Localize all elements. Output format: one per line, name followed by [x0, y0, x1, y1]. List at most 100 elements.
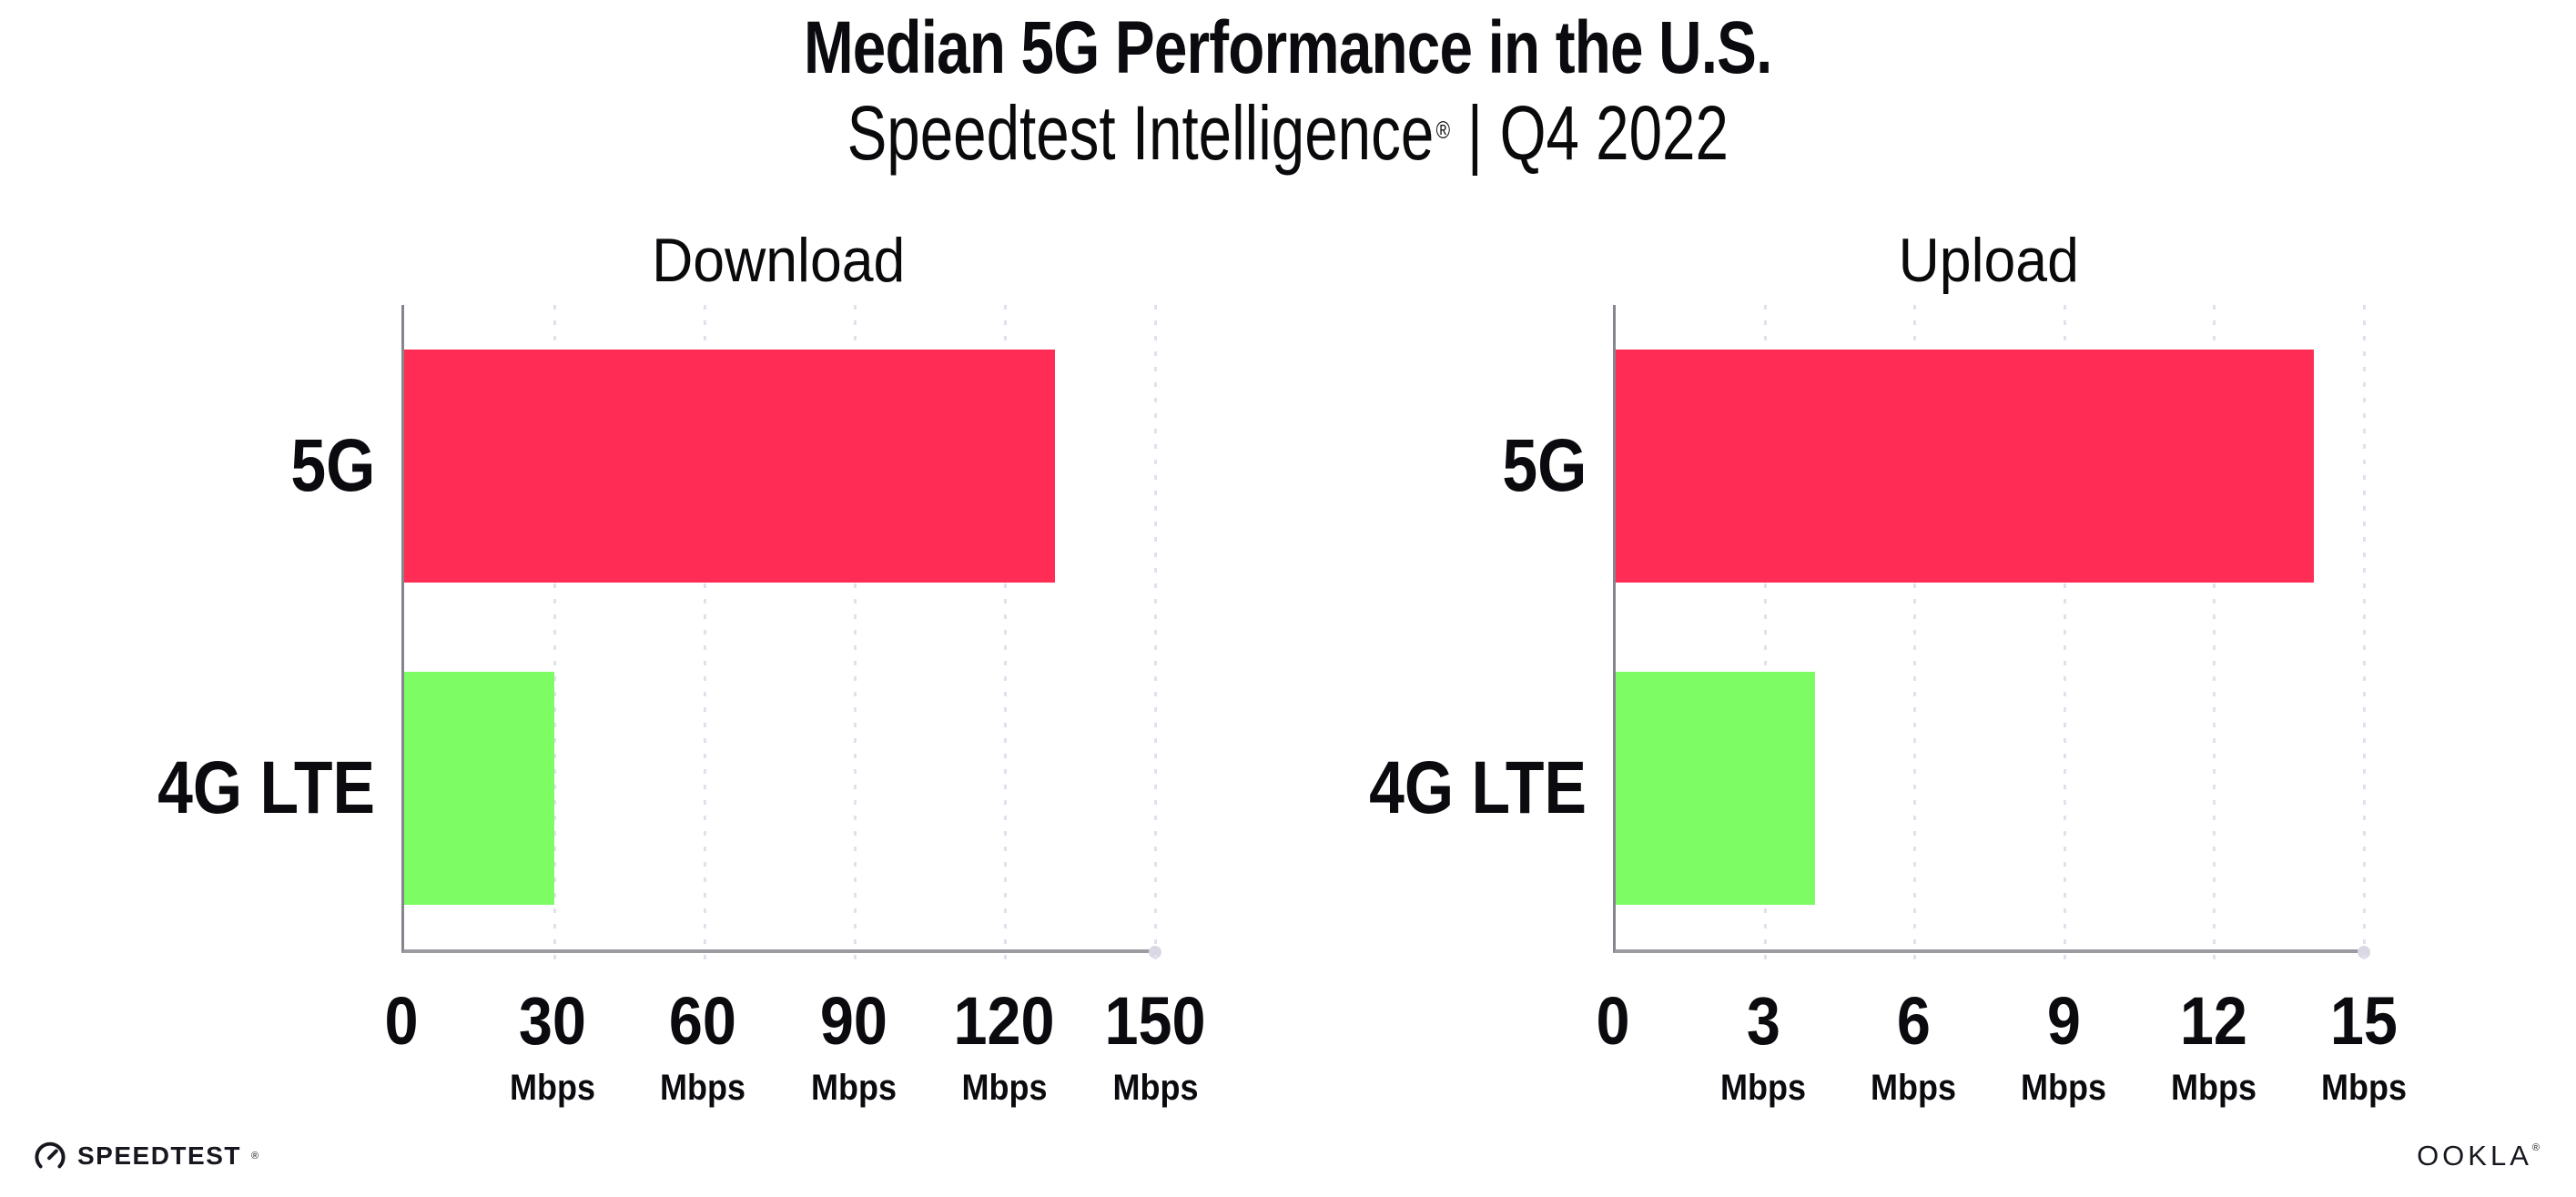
gridline: [1153, 305, 1157, 968]
category-label-5g: 5G: [1502, 424, 1587, 507]
x-tick-unit: Mbps: [1720, 1068, 1806, 1108]
x-tick: 9 Mbps: [2016, 988, 2111, 1107]
x-tick: 6 Mbps: [1866, 988, 1961, 1107]
gridline: [1003, 305, 1007, 968]
bar-4g-lte: [1616, 672, 1816, 905]
upload-panel-title: Upload: [1898, 226, 2079, 295]
category-label-5g: 5G: [290, 424, 375, 507]
x-tick-label: 6: [1896, 983, 1931, 1059]
x-tick-label-line: 12: [2166, 988, 2261, 1055]
upload-x-axis: 0 3 Mbps 6 Mbps 9 Mbps 12 Mbps 15 Mbps: [1596, 988, 2407, 1188]
chart-title-text: Median 5G Performance in the U.S.: [804, 6, 1772, 89]
ookla-logo: OOKLA®: [2417, 1141, 2540, 1170]
bar-row: 5G: [290, 305, 1155, 627]
x-tick-label: 120: [953, 983, 1055, 1059]
x-tick-label-line: 0: [382, 988, 420, 1055]
x-tick-unit-line: Mbps: [1099, 1070, 1211, 1106]
x-tick: 12 Mbps: [2166, 988, 2261, 1107]
bar-row: 4G LTE: [1369, 627, 2364, 949]
x-tick: 30 Mbps: [504, 988, 599, 1107]
gridline: [853, 305, 857, 968]
x-tick-unit-line: Mbps: [1866, 1070, 1961, 1106]
x-tick-label: 0: [384, 983, 419, 1059]
x-tick: 150 Mbps: [1099, 988, 1211, 1107]
bar-row: 4G LTE: [157, 627, 1155, 949]
x-tick: 3 Mbps: [1716, 988, 1810, 1107]
subtitle-divider: |: [1467, 90, 1484, 176]
gridline: [703, 305, 706, 968]
x-tick-unit: Mbps: [1112, 1068, 1198, 1108]
category-label-4g-lte: 4G LTE: [157, 746, 375, 829]
x-tick-unit: Mbps: [660, 1068, 746, 1108]
x-tick-unit-line: Mbps: [2317, 1070, 2411, 1106]
x-tick-label: 0: [1596, 983, 1630, 1059]
x-tick-unit: Mbps: [2171, 1068, 2257, 1108]
chart-title: Median 5G Performance in the U.S.: [0, 6, 2576, 89]
x-tick-label-line: 30: [504, 988, 599, 1055]
x-tick-unit-line: Mbps: [2016, 1070, 2111, 1106]
registered-trademark-mark: ®: [1435, 117, 1451, 145]
x-tick-unit-line: Mbps: [504, 1070, 599, 1106]
x-tick-unit: Mbps: [810, 1068, 897, 1108]
bar-4g-lte: [404, 672, 554, 905]
chart-subtitle: Speedtest Intelligence® | Q4 2022: [0, 91, 2576, 175]
bar-5g: [1616, 350, 2315, 583]
ookla-trademark-mark: ®: [2531, 1142, 2540, 1153]
x-tick: 90 Mbps: [806, 988, 901, 1107]
x-tick-unit: Mbps: [2021, 1068, 2106, 1108]
download-plot-area: 5G 4G LTE: [157, 305, 1161, 968]
gridline: [2362, 305, 2366, 968]
x-tick: 15 Mbps: [2317, 988, 2411, 1107]
ookla-logo-text: OOKLA: [2417, 1140, 2532, 1172]
x-tick-label: 150: [1104, 983, 1206, 1059]
x-tick-unit: Mbps: [2321, 1068, 2407, 1108]
speedtest-logo-text: SPEEDTEST: [77, 1141, 241, 1170]
x-tick: 60 Mbps: [655, 988, 750, 1108]
category-label-4g-lte: 4G LTE: [1369, 746, 1587, 829]
chart-subtitle-text: Speedtest Intelligence® | Q4 2022: [847, 91, 1729, 175]
x-tick-unit: Mbps: [961, 1068, 1048, 1108]
x-tick-label-line: 150: [1099, 988, 1211, 1055]
gridline: [553, 305, 556, 968]
subtitle-brand: Speedtest Intelligence: [847, 90, 1435, 176]
upload-chart-panel: Upload 5G 4G LTE 0 3 Mbps 6 Mbps 9 Mbps 12 Mbps 15…: [1369, 218, 2407, 1165]
upload-plot-area: 5G 4G LTE: [1369, 305, 2370, 968]
x-tick-label-line: 120: [948, 988, 1060, 1055]
x-tick-label: 3: [1746, 983, 1780, 1059]
download-panel-title: Download: [651, 226, 906, 295]
x-tick-label-line: 9: [2016, 988, 2111, 1055]
x-tick-label-line: 15: [2317, 988, 2411, 1055]
x-tick-label-line: 0: [1594, 988, 1631, 1055]
x-tick-unit: Mbps: [1871, 1068, 1956, 1108]
x-tick-label: 15: [2329, 983, 2399, 1059]
x-tick-label-line: 90: [806, 988, 901, 1055]
x-tick-label: 12: [2179, 983, 2248, 1059]
speedtest-trademark-mark: ®: [250, 1150, 259, 1161]
x-tick: 0: [382, 988, 420, 1055]
subtitle-period: Q4 2022: [1499, 90, 1729, 176]
gridline: [2213, 305, 2216, 968]
x-tick-label-line: 60: [655, 988, 750, 1055]
gridline: [2063, 305, 2066, 968]
x-tick-label-line: 3: [1716, 988, 1810, 1055]
x-tick-label: 30: [518, 983, 586, 1059]
download-chart-panel: Download 5G 4G LTE 0 30 Mbps 60 Mbps 90 Mbps 120…: [157, 218, 1205, 1165]
gridline: [1763, 305, 1767, 968]
x-tick-unit-line: Mbps: [1716, 1070, 1810, 1106]
x-tick-label: 9: [2046, 983, 2081, 1059]
x-tick-unit-line: Mbps: [2166, 1070, 2261, 1106]
x-tick-label-line: 6: [1866, 988, 1961, 1055]
bar-5g: [404, 350, 1055, 583]
x-tick: 0: [1594, 988, 1631, 1055]
bar-row: 5G: [1502, 305, 2364, 627]
x-tick-unit: Mbps: [509, 1068, 595, 1108]
speedtest-logo: SPEEDTEST ®: [33, 1139, 259, 1173]
gridline: [1913, 305, 1917, 968]
x-tick-unit-line: Mbps: [948, 1070, 1060, 1106]
speedtest-gauge-icon: [35, 1141, 66, 1169]
x-tick: 120 Mbps: [948, 988, 1060, 1107]
download-x-axis: 0 30 Mbps 60 Mbps 90 Mbps 120 Mbps 150 Mbps: [384, 988, 1205, 1188]
x-tick-label: 90: [819, 983, 887, 1059]
x-tick-unit-line: Mbps: [806, 1070, 901, 1106]
